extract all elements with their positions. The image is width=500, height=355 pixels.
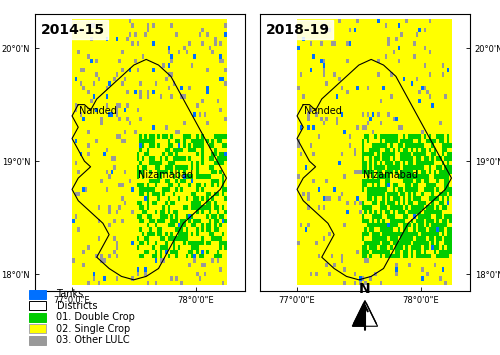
Text: Tanks: Tanks <box>56 289 84 299</box>
Text: 02. Single Crop: 02. Single Crop <box>56 324 131 334</box>
Bar <box>29 336 46 345</box>
Polygon shape <box>352 301 365 326</box>
Text: 03. Other LULC: 03. Other LULC <box>56 335 130 345</box>
Text: 2014-15: 2014-15 <box>42 22 106 37</box>
Text: 01. Double Crop: 01. Double Crop <box>56 312 136 322</box>
Text: N: N <box>359 282 371 296</box>
Bar <box>29 313 46 322</box>
Polygon shape <box>365 301 378 326</box>
Bar <box>29 301 46 310</box>
Bar <box>29 290 46 299</box>
Text: Nanded: Nanded <box>304 106 342 116</box>
Bar <box>29 324 46 333</box>
Text: Nizamabad: Nizamabad <box>138 170 192 180</box>
Text: Districts: Districts <box>56 301 97 311</box>
Text: Nanded: Nanded <box>79 106 117 116</box>
Text: Nizamabad: Nizamabad <box>362 170 418 180</box>
Text: 2018-19: 2018-19 <box>266 22 330 37</box>
